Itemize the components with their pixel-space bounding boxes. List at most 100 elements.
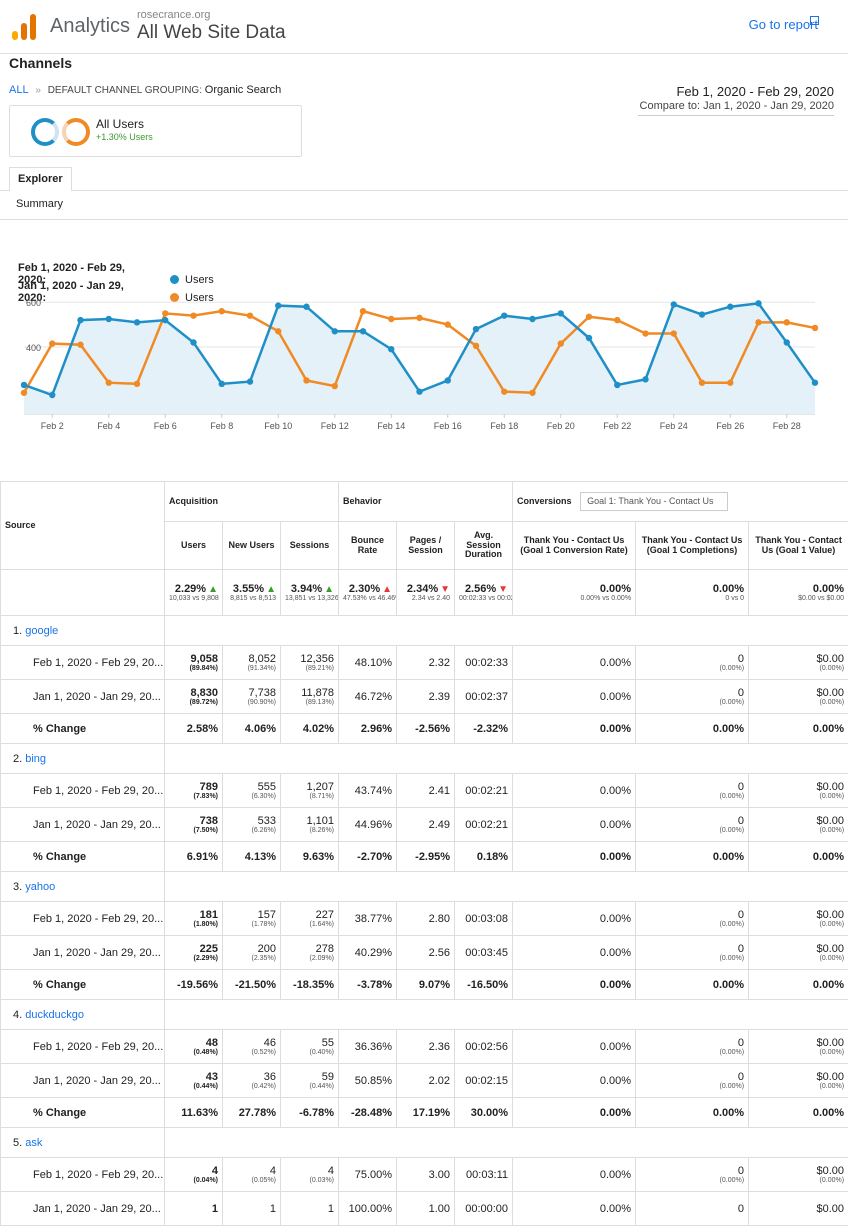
period-label: Feb 1, 2020 - Feb 29, 20...	[1, 1030, 165, 1064]
metric-cell: 738(7.50%)	[165, 808, 223, 842]
data-point	[445, 321, 451, 327]
metric-cell: 00:02:37	[455, 680, 513, 714]
subtab-summary[interactable]: Summary	[16, 198, 63, 210]
totals-cell: 0.00%0 vs 0	[636, 570, 749, 616]
totals-cell: 2.30%▲47.53% vs 46.46%	[339, 570, 397, 616]
data-table: Source Acquisition Behavior Conversions …	[0, 481, 848, 1226]
data-point	[162, 317, 168, 323]
metric-value: 181	[200, 909, 218, 921]
breadcrumb-all-link[interactable]: ALL	[9, 84, 29, 96]
column-header[interactable]: Users	[165, 522, 223, 570]
data-point	[77, 317, 83, 323]
metric-value: $0.00	[817, 653, 845, 665]
x-tick-label: Feb 8	[210, 421, 233, 431]
metric-cell: 533(6.26%)	[223, 808, 281, 842]
go-to-report-link[interactable]: Go to report	[749, 17, 818, 32]
change-cell: 0.00%	[636, 970, 749, 1000]
goal-select-dropdown[interactable]: Goal 1: Thank You - Contact Us	[580, 492, 728, 512]
metric-value: 1	[328, 1203, 334, 1215]
data-point	[275, 302, 281, 308]
metric-cell: 11,878(89.13%)	[281, 680, 339, 714]
metric-value: 36	[264, 1071, 276, 1083]
source-link[interactable]: duckduckgo	[25, 1009, 84, 1021]
metric-value: 4	[270, 1165, 276, 1177]
x-tick-label: Feb 28	[773, 421, 801, 431]
data-point	[529, 316, 535, 322]
data-point	[671, 330, 677, 336]
data-point	[642, 376, 648, 382]
metric-value: $0.00	[817, 943, 845, 955]
source-spacer	[165, 616, 848, 646]
property-name[interactable]: All Web Site Data	[137, 22, 286, 44]
period-row: Jan 1, 2020 - Jan 29, 20...8,830(89.72%)…	[1, 680, 848, 714]
metric-value: 2.39	[429, 691, 450, 703]
data-point	[134, 381, 140, 387]
change-cell: -2.95%	[397, 842, 455, 872]
segment-card[interactable]: All Users +1.30% Users	[9, 105, 302, 157]
metric-cell: 0(0.00%)	[636, 646, 749, 680]
source-link[interactable]: bing	[25, 753, 46, 765]
metric-cell: 0(0.00%)	[636, 1158, 749, 1192]
column-header[interactable]: Avg. Session Duration	[455, 522, 513, 570]
metric-share: (0.44%)	[169, 1083, 218, 1091]
metric-cell: 50.85%	[339, 1064, 397, 1098]
metric-value: 0.00%	[600, 1041, 631, 1053]
breadcrumb-value: Organic Search	[205, 84, 281, 96]
change-cell: -2.56%	[397, 714, 455, 744]
data-point	[473, 326, 479, 332]
metric-value: 2.56	[429, 947, 450, 959]
x-tick-label: Feb 24	[660, 421, 688, 431]
column-header[interactable]: Thank You - Contact Us (Goal 1 Completio…	[636, 522, 749, 570]
change-cell: 27.78%	[223, 1098, 281, 1128]
change-cell: 9.63%	[281, 842, 339, 872]
source-spacer	[165, 744, 848, 774]
column-header[interactable]: Pages / Session	[397, 522, 455, 570]
source-link[interactable]: yahoo	[25, 881, 55, 893]
source-rank: 4.	[13, 1009, 22, 1021]
totals-cell: 3.94%▲13,851 vs 13,326	[281, 570, 339, 616]
metric-cell: 1	[165, 1192, 223, 1226]
change-cell: 30.00%	[455, 1098, 513, 1128]
metric-share: (0.00%)	[753, 699, 844, 707]
data-point	[614, 317, 620, 323]
metric-value: 1	[270, 1203, 276, 1215]
column-header[interactable]: Bounce Rate	[339, 522, 397, 570]
date-range-picker[interactable]: Feb 1, 2020 - Feb 29, 2020 Compare to: J…	[638, 84, 834, 116]
data-point	[614, 382, 620, 388]
date-range-primary: Feb 1, 2020 - Feb 29, 2020	[638, 84, 834, 99]
x-tick-label: Feb 18	[490, 421, 518, 431]
metric-cell: 75.00%	[339, 1158, 397, 1192]
arrow-up-icon: ▲	[324, 584, 334, 595]
account-name[interactable]: rosecrance.org	[137, 9, 210, 21]
metric-value: 278	[316, 943, 334, 955]
change-cell: 0.00%	[513, 842, 636, 872]
metric-value: 0.00%	[600, 1075, 631, 1087]
column-header[interactable]: Thank You - Contact Us (Goal 1 Conversio…	[513, 522, 636, 570]
column-header[interactable]: Thank You - Contact Us (Goal 1 Value)	[749, 522, 848, 570]
source-link[interactable]: google	[25, 625, 58, 637]
source-column-header[interactable]: Source	[1, 482, 165, 570]
metric-value: $0.00	[817, 1037, 845, 1049]
column-header[interactable]: Sessions	[281, 522, 339, 570]
totals-sub: 0 vs 0	[640, 595, 744, 603]
data-point	[360, 308, 366, 314]
column-header[interactable]: New Users	[223, 522, 281, 570]
tab-bar: Explorer	[0, 165, 848, 191]
data-point	[558, 340, 564, 346]
source-link[interactable]: ask	[25, 1137, 42, 1149]
metric-cell: 40.29%	[339, 936, 397, 970]
period-row: Jan 1, 2020 - Jan 29, 20...43(0.44%)36(0…	[1, 1064, 848, 1098]
analytics-logo-icon[interactable]	[12, 12, 36, 40]
source-spacer	[165, 1000, 848, 1030]
tab-explorer[interactable]: Explorer	[9, 167, 72, 192]
change-row: % Change-19.56%-21.50%-18.35%-3.78%9.07%…	[1, 970, 848, 1000]
source-row: 4. duckduckgo	[1, 1000, 848, 1030]
data-point	[416, 315, 422, 321]
external-link-icon[interactable]	[810, 16, 819, 25]
change-cell: 9.07%	[397, 970, 455, 1000]
change-cell: -16.50%	[455, 970, 513, 1000]
data-point	[671, 301, 677, 307]
source-spacer	[165, 1128, 848, 1158]
